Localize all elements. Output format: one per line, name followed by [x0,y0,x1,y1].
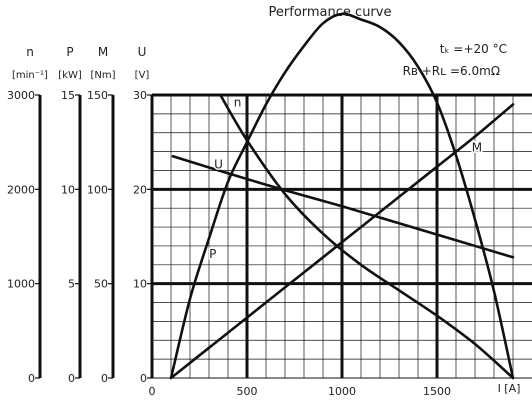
y-axis-symbol-M: M [98,45,108,59]
y-tick-label-M: 100 [87,183,108,196]
y-axis-unit-n: [min⁻¹] [12,70,48,81]
y-axis-symbol-P: P [66,45,73,59]
y-tick-label-n: 1000 [7,278,35,291]
y-axis-unit-P: [kW] [58,70,82,81]
chart-title: Performance curve [269,5,392,20]
condition-temperature: tₖ =+20 °C [440,42,507,56]
y-tick-label-M: 50 [94,278,108,291]
y-tick-label-n: 3000 [7,89,35,102]
x-tick-label: 0 [149,385,156,398]
curve-label-M: M [472,141,482,155]
x-axis-label: I [A] [498,382,521,395]
y-axes: 0100020003000n[min⁻¹]051015P[kW]05010015… [7,45,154,385]
curve-label-n: n [234,95,242,109]
curve-lines [169,12,515,380]
y-tick-label-U: 10 [133,278,147,291]
curve-labels: n U M P [208,94,484,263]
y-tick-label-P: 10 [61,183,75,196]
y-axis-symbol-U: U [138,45,147,59]
y-tick-label-U: 20 [133,183,147,196]
y-axis-unit-U: [V] [135,70,150,81]
y-tick-label-n: 2000 [7,183,35,196]
curve-P [169,12,515,380]
y-tick-label-P: 15 [61,89,75,102]
y-axis-symbol-n: n [26,45,34,59]
y-tick-label-P: 5 [68,278,75,291]
x-tick-label: 500 [237,385,258,398]
plot-grid [152,93,532,379]
curve-label-U: U [214,158,223,172]
x-tick-label: 1500 [423,385,451,398]
y-tick-label-U: 0 [140,372,147,385]
y-axis-unit-M: [Nm] [90,70,115,81]
y-tick-label-M: 150 [87,89,108,102]
condition-resistance: Rʙ +Rʟ =6.0mΩ [403,64,500,78]
x-axis: I [A] 0 500 1000 1500 [149,382,521,398]
x-tick-label: 1000 [328,385,356,398]
y-tick-label-n: 0 [28,372,35,385]
curve-label-P: P [209,247,216,261]
curve-n [219,93,515,380]
y-tick-label-M: 0 [101,372,108,385]
y-tick-label-U: 30 [133,89,147,102]
y-tick-label-P: 0 [68,372,75,385]
curve-U [171,155,515,259]
